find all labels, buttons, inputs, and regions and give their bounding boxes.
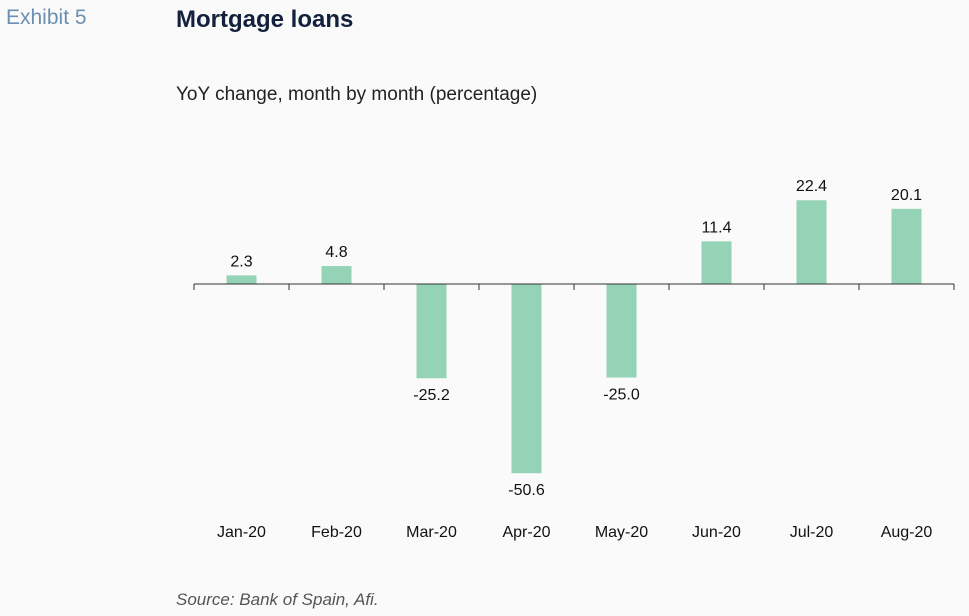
bar — [891, 208, 922, 284]
x-tick-label: Jan-20 — [217, 524, 266, 541]
data-label: -50.6 — [508, 482, 545, 499]
data-label: 4.8 — [325, 244, 347, 261]
data-label: 2.3 — [230, 253, 252, 270]
bar — [701, 241, 732, 284]
x-tick-label: Jun-20 — [692, 524, 741, 541]
x-tick-label: Jul-20 — [790, 524, 834, 541]
x-tick-label: Aug-20 — [881, 524, 933, 541]
chart-subtitle: YoY change, month by month (percentage) — [176, 84, 538, 105]
bar — [226, 275, 257, 284]
bar — [416, 284, 447, 379]
bar — [606, 284, 637, 378]
data-label: 22.4 — [796, 178, 827, 195]
x-tick-label: Feb-20 — [311, 524, 362, 541]
data-label: 20.1 — [891, 187, 922, 204]
x-tick-label: Apr-20 — [502, 524, 550, 541]
data-label: -25.2 — [413, 387, 450, 404]
data-label: 11.4 — [702, 219, 732, 236]
x-tick-label: Mar-20 — [406, 524, 457, 541]
bar — [511, 284, 542, 474]
source-note: Source: Bank of Spain, Afi. — [176, 590, 379, 609]
chart-title: Mortgage loans — [176, 6, 354, 33]
exhibit-label: Exhibit 5 — [6, 6, 87, 29]
bar — [321, 266, 352, 284]
x-tick-label: May-20 — [595, 524, 648, 541]
data-label: -25.0 — [603, 387, 640, 404]
bar — [796, 200, 827, 284]
